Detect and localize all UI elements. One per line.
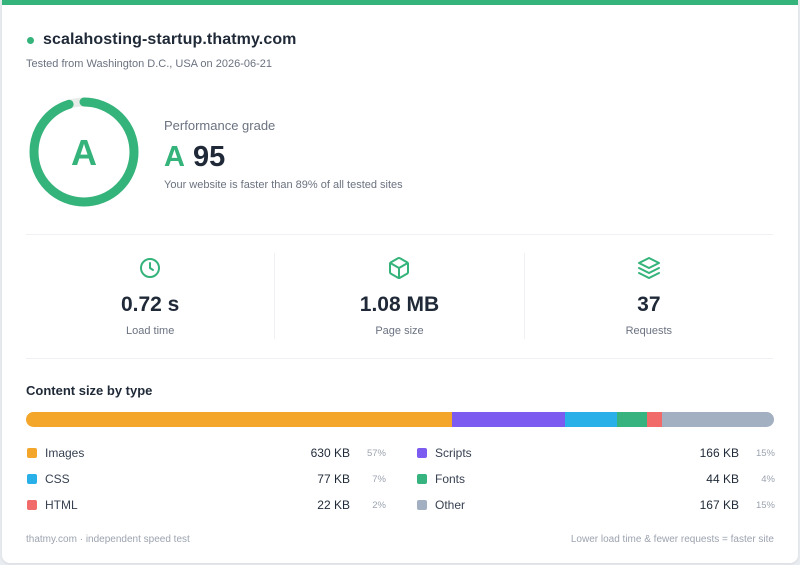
performance-grade-ring: A — [29, 97, 139, 207]
scripts-size: 166 KB — [699, 446, 739, 460]
bar-segment-scripts — [452, 412, 565, 427]
footer-hint: Lower load time & fewer requests = faste… — [570, 534, 774, 545]
html-percent: 2% — [372, 499, 386, 511]
faster-than-text: Your website is faster than 89% of all t… — [164, 179, 403, 191]
legend-item-fonts: Fonts 44 KB 4% — [416, 471, 775, 487]
box-icon — [389, 257, 410, 279]
css-swatch — [27, 474, 37, 484]
legend-item-css: CSS 77 KB 7% — [26, 471, 386, 487]
footer-credit: thatmy.com · independent speed test — [26, 534, 190, 545]
stats-row: 0.72 s Load time 1.08 MB Page size 37 Re… — [26, 253, 773, 339]
fonts-label: Fonts — [435, 472, 466, 486]
images-percent: 57% — [366, 447, 386, 459]
clock-icon — [140, 258, 161, 278]
content-size-bar — [26, 412, 774, 427]
scripts-label: Scripts — [435, 446, 472, 460]
header: scalahosting-startup.thatmy.com Tested f… — [26, 31, 297, 70]
images-label: Images — [45, 446, 85, 460]
content-size-title: Content size by type — [26, 383, 153, 398]
fonts-size: 44 KB — [706, 472, 739, 486]
other-size: 167 KB — [699, 498, 739, 512]
page-size-label: Page size — [375, 325, 424, 337]
images-size: 630 KB — [310, 446, 350, 460]
requests-value: 37 — [637, 293, 661, 316]
other-percent: 15% — [755, 499, 775, 511]
html-swatch — [27, 500, 37, 510]
bar-segment-fonts — [616, 412, 647, 427]
fonts-percent: 4% — [761, 473, 775, 485]
fonts-swatch — [417, 474, 427, 484]
layers-icon — [637, 257, 660, 279]
css-size: 77 KB — [317, 472, 350, 486]
bar-segment-other — [661, 412, 774, 427]
load-time-label: Load time — [126, 325, 175, 337]
page-size-value: 1.08 MB — [359, 293, 440, 316]
score-row: A 95 — [164, 141, 403, 174]
grade-ring-arc — [29, 97, 139, 207]
stat-load-time: 0.72 s Load time — [26, 253, 274, 339]
css-percent: 7% — [372, 473, 386, 485]
site-row: scalahosting-startup.thatmy.com — [26, 31, 297, 49]
bar-segment-html — [646, 412, 662, 427]
site-domain: scalahosting-startup.thatmy.com — [43, 31, 297, 48]
images-swatch — [27, 448, 37, 458]
stat-page-size: 1.08 MB Page size — [274, 253, 523, 339]
bar-segment-images — [26, 412, 453, 427]
requests-label: Requests — [625, 325, 673, 337]
bar-segment-css — [564, 412, 617, 427]
legend-item-html: HTML 22 KB 2% — [26, 497, 386, 513]
scripts-swatch — [417, 448, 427, 458]
css-label: CSS — [45, 472, 70, 486]
divider-bottom — [26, 358, 773, 359]
legend-item-scripts: Scripts 166 KB 15% — [416, 445, 775, 461]
legend-item-other: Other 167 KB 15% — [416, 497, 775, 513]
status-dot — [27, 36, 34, 44]
grade-letter: A — [71, 132, 97, 173]
divider-top — [26, 234, 773, 235]
grade-info: Performance grade A 95 Your website is f… — [164, 118, 403, 191]
stat-requests: 37 Requests — [523, 253, 773, 339]
grade-label: Performance grade — [164, 118, 276, 133]
score-number: 95 — [192, 141, 226, 173]
legend-item-images: Images 630 KB 57% — [26, 445, 386, 461]
html-label: HTML — [45, 498, 78, 512]
scripts-percent: 15% — [755, 447, 775, 459]
load-time-value: 0.72 s — [120, 293, 180, 316]
other-swatch — [417, 500, 427, 510]
tested-location-date: Tested from Washington D.C., USA on 2026… — [26, 58, 272, 70]
html-size: 22 KB — [317, 498, 350, 512]
score-letter: A — [164, 141, 185, 173]
other-label: Other — [435, 498, 466, 512]
